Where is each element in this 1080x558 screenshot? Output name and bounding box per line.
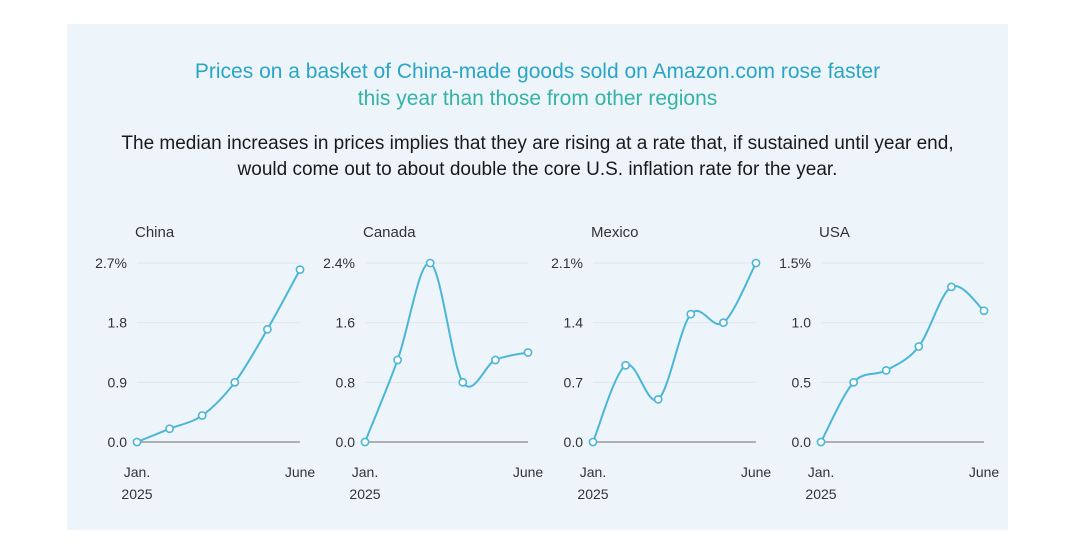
series-line	[364, 262, 529, 443]
series-line	[136, 269, 301, 443]
x-tick-label: June	[285, 464, 316, 480]
data-point	[881, 365, 891, 375]
chart-subtitle-line1: The median increases in prices implies t…	[121, 133, 954, 154]
data-point	[393, 355, 402, 365]
x-tick-label: 2025	[805, 486, 836, 502]
x-tick-label: June	[513, 464, 544, 480]
y-tick-label: 0.7	[564, 374, 584, 390]
data-point	[523, 348, 533, 357]
y-tick-label: 1.0	[792, 315, 812, 331]
x-tick-label: 2025	[349, 486, 380, 502]
data-point	[751, 258, 761, 268]
chart-subtitle: The median increases in prices implies t…	[67, 131, 1008, 183]
chart-card: Prices on a basket of China-made goods s…	[67, 24, 1008, 530]
panel-china: China 0.0 0.9 1.8 2.7% Jan. 2025 June	[95, 224, 315, 502]
y-tick-label: 0.0	[564, 434, 584, 450]
x-tick-label: Jan.	[580, 464, 606, 480]
data-point	[719, 318, 728, 328]
y-tick-label: 0.5	[792, 374, 812, 390]
x-tick-label: 2025	[121, 486, 152, 502]
x-tick-label: June	[741, 464, 772, 480]
small-multiples-chart: China 0.0 0.9 1.8 2.7% Jan. 2025 June Canada 0.0 0…	[95, 224, 999, 502]
y-tick-label: 1.6	[336, 315, 356, 331]
y-tick-label: 1.4	[564, 315, 584, 331]
x-tick-label: Jan.	[808, 464, 834, 480]
x-tick-label: 2025	[577, 486, 608, 502]
y-tick-label: 1.8	[108, 315, 128, 331]
y-tick-label: 0.0	[108, 434, 128, 450]
chart-title-line1: Prices on a basket of China-made goods s…	[194, 60, 881, 83]
data-point	[132, 437, 142, 447]
data-point	[490, 355, 500, 365]
data-point	[262, 324, 272, 334]
panel-title: Mexico	[591, 224, 639, 241]
chart-subtitle-line2: would come out to about double the core …	[237, 159, 838, 180]
x-tick-label: Jan.	[124, 464, 150, 480]
y-tick-label: 2.1%	[551, 255, 583, 271]
panel-canada: Canada 0.0 0.8 1.6 2.4% Jan. 2025 June	[323, 224, 543, 502]
panel-title: USA	[819, 224, 850, 241]
data-point	[197, 411, 207, 420]
y-tick-label: 0.0	[336, 434, 356, 450]
panel-title: Canada	[363, 224, 416, 241]
data-point	[165, 424, 174, 434]
data-point	[621, 360, 630, 370]
series-line	[592, 262, 757, 443]
data-point	[849, 377, 858, 387]
chart-title: Prices on a basket of China-made goods s…	[67, 58, 1008, 112]
data-point	[425, 258, 435, 268]
data-point	[653, 394, 663, 404]
x-tick-label: Jan.	[352, 464, 378, 480]
data-point	[588, 437, 598, 447]
data-point	[360, 437, 370, 447]
panel-usa: USA 0.0 0.5 1.0 1.5% Jan. 2025 June	[779, 224, 999, 502]
y-tick-label: 0.8	[336, 374, 356, 390]
y-tick-label: 0.0	[792, 434, 812, 450]
series-line	[820, 285, 985, 443]
y-tick-label: 0.9	[108, 374, 128, 390]
data-point	[816, 437, 826, 447]
panel-mexico: Mexico 0.0 0.7 1.4 2.1% Jan. 2025 June	[551, 224, 771, 502]
data-point	[458, 377, 468, 387]
y-tick-label: 2.4%	[323, 255, 355, 271]
data-point	[686, 309, 696, 319]
data-point	[295, 265, 305, 275]
panel-title: China	[135, 224, 175, 241]
chart-title-line2: this year than those from other regions	[357, 87, 718, 110]
data-point	[979, 306, 989, 316]
y-tick-label: 2.7%	[95, 255, 127, 271]
data-point	[947, 282, 956, 292]
data-point	[914, 342, 924, 351]
data-point	[230, 377, 240, 387]
x-tick-label: June	[969, 464, 1000, 480]
y-tick-label: 1.5%	[779, 255, 811, 271]
